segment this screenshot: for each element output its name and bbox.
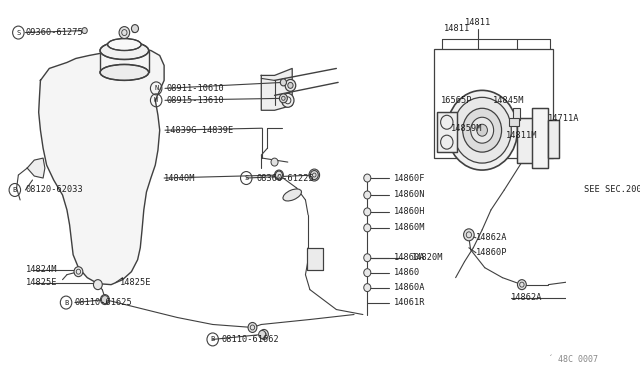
- Text: 14711A: 14711A: [548, 114, 580, 123]
- Circle shape: [131, 25, 138, 33]
- Text: 14839G 14839E: 14839G 14839E: [165, 126, 233, 135]
- Circle shape: [280, 79, 287, 86]
- Text: 08915-13610: 08915-13610: [167, 96, 225, 105]
- Circle shape: [280, 94, 287, 103]
- Circle shape: [282, 93, 294, 107]
- Circle shape: [463, 108, 502, 152]
- Ellipse shape: [100, 42, 148, 60]
- Text: 14811M: 14811M: [506, 131, 538, 140]
- Circle shape: [271, 158, 278, 166]
- Text: 16565P: 16565P: [440, 96, 472, 105]
- Text: 08360-61225: 08360-61225: [257, 173, 315, 183]
- Text: 14860H: 14860H: [394, 208, 426, 217]
- Bar: [307, 248, 323, 270]
- Circle shape: [364, 283, 371, 292]
- Text: 08911-10610: 08911-10610: [167, 84, 225, 93]
- Circle shape: [309, 169, 319, 181]
- Text: 14860: 14860: [394, 268, 420, 277]
- Circle shape: [463, 229, 474, 241]
- Circle shape: [285, 79, 296, 92]
- Text: 08110-61662: 08110-61662: [221, 335, 279, 344]
- Bar: [437, 112, 456, 152]
- Text: 14860A: 14860A: [394, 253, 426, 262]
- Circle shape: [470, 117, 493, 143]
- Bar: [532, 108, 548, 168]
- Text: 14811: 14811: [465, 18, 491, 27]
- Bar: [437, 112, 456, 152]
- Bar: [433, 48, 553, 158]
- Ellipse shape: [308, 251, 321, 259]
- Text: 14860A: 14860A: [394, 283, 426, 292]
- Text: S: S: [16, 30, 20, 36]
- Text: 14860F: 14860F: [394, 173, 426, 183]
- Bar: [518, 118, 535, 163]
- Text: 14859M: 14859M: [451, 124, 483, 133]
- Circle shape: [82, 28, 87, 33]
- Text: 14061R: 14061R: [394, 298, 426, 307]
- Circle shape: [288, 82, 293, 89]
- Text: 14820M: 14820M: [412, 253, 443, 262]
- Ellipse shape: [100, 64, 148, 80]
- Circle shape: [364, 191, 371, 199]
- Text: W: W: [154, 97, 158, 103]
- Polygon shape: [261, 68, 292, 110]
- Text: 14825E: 14825E: [26, 278, 57, 287]
- Circle shape: [570, 293, 579, 302]
- Circle shape: [364, 269, 371, 277]
- Circle shape: [275, 171, 282, 179]
- Circle shape: [74, 267, 83, 277]
- Bar: [509, 118, 519, 126]
- Circle shape: [364, 208, 371, 216]
- Circle shape: [453, 97, 511, 163]
- Polygon shape: [27, 158, 45, 178]
- Circle shape: [259, 330, 266, 339]
- Circle shape: [364, 174, 371, 182]
- Circle shape: [275, 170, 284, 180]
- Circle shape: [364, 224, 371, 232]
- Text: B: B: [64, 299, 68, 305]
- Text: B: B: [13, 187, 17, 193]
- Bar: [548, 120, 559, 158]
- Circle shape: [518, 280, 526, 290]
- Circle shape: [93, 280, 102, 290]
- Text: 14824M: 14824M: [26, 265, 57, 274]
- Text: 14840M: 14840M: [164, 173, 196, 183]
- Text: 14862A: 14862A: [511, 293, 543, 302]
- Circle shape: [248, 323, 257, 333]
- Circle shape: [260, 330, 268, 339]
- Ellipse shape: [108, 39, 141, 51]
- Circle shape: [310, 170, 318, 180]
- Bar: [532, 108, 548, 168]
- Text: 14860M: 14860M: [394, 223, 426, 232]
- Text: 14860N: 14860N: [394, 190, 426, 199]
- Text: 14860P: 14860P: [476, 248, 508, 257]
- Text: S: S: [244, 175, 248, 181]
- Polygon shape: [38, 48, 164, 285]
- Text: 14862A: 14862A: [476, 233, 508, 242]
- Bar: [513, 108, 520, 120]
- Bar: [307, 248, 323, 270]
- Text: 08110-61625: 08110-61625: [75, 298, 132, 307]
- Text: 08120-62033: 08120-62033: [26, 186, 83, 195]
- Circle shape: [477, 124, 488, 136]
- Text: N: N: [154, 85, 158, 92]
- Circle shape: [364, 254, 371, 262]
- Text: ´ 48C 0007: ´ 48C 0007: [548, 355, 598, 364]
- Text: SEE SEC.200: SEE SEC.200: [584, 186, 640, 195]
- Bar: [518, 118, 535, 163]
- Text: 14845M: 14845M: [493, 96, 524, 105]
- Circle shape: [101, 296, 108, 304]
- Text: 14811: 14811: [444, 24, 470, 33]
- Text: B: B: [211, 336, 215, 342]
- Bar: [548, 120, 559, 158]
- Text: 14825E: 14825E: [120, 278, 152, 287]
- Circle shape: [119, 26, 130, 39]
- Ellipse shape: [283, 189, 301, 201]
- Text: 09360-61275: 09360-61275: [26, 28, 83, 37]
- Circle shape: [569, 273, 581, 286]
- Circle shape: [447, 90, 518, 170]
- Circle shape: [100, 295, 109, 305]
